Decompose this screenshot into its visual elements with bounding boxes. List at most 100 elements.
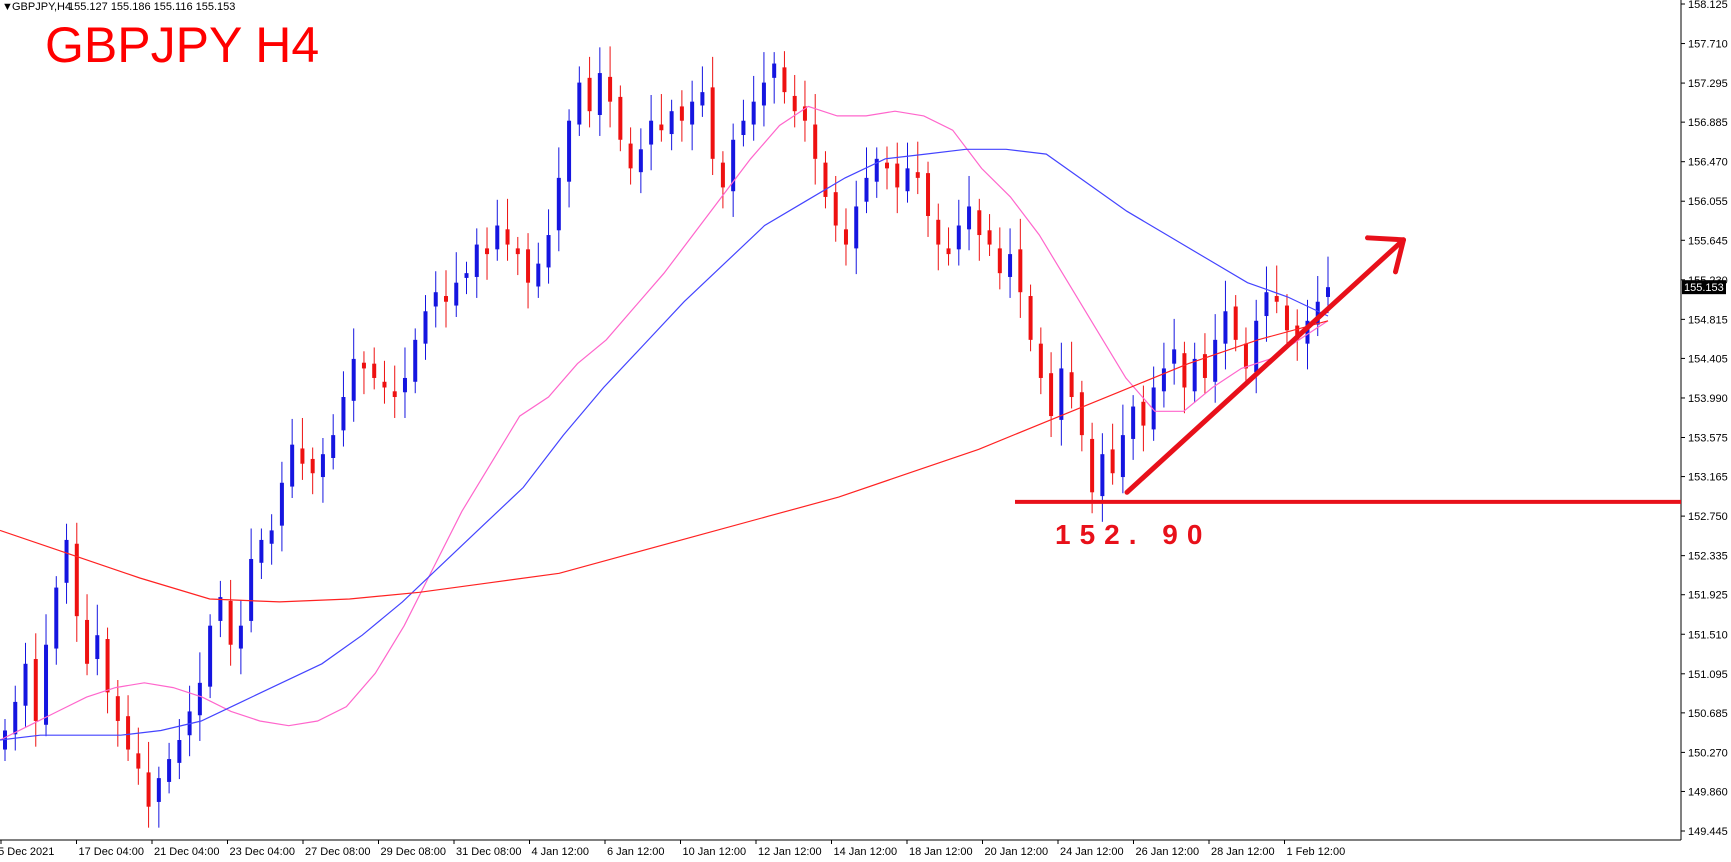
candle-body xyxy=(905,168,910,192)
candle-body xyxy=(618,96,623,140)
moving-averages xyxy=(0,105,1329,741)
candle-body xyxy=(1254,320,1259,373)
candle-body xyxy=(372,363,377,378)
candle-body xyxy=(977,210,982,236)
candle-body xyxy=(64,539,69,583)
candle-body xyxy=(895,163,900,188)
candle-body xyxy=(556,177,561,231)
candle-body xyxy=(669,111,674,135)
candle-body xyxy=(1223,311,1228,344)
candle-body xyxy=(926,173,931,216)
candle-body xyxy=(361,362,366,369)
candle-body xyxy=(74,543,79,617)
candle-body xyxy=(1172,349,1177,364)
candle-body xyxy=(331,435,336,458)
candle-body xyxy=(156,778,161,802)
candle-body xyxy=(1110,449,1115,474)
candle-body xyxy=(997,248,1002,274)
candle-body xyxy=(1326,287,1330,297)
candle-body xyxy=(833,192,838,226)
y-tick-label: 151.095 xyxy=(1688,669,1728,681)
candle-body xyxy=(1192,358,1197,392)
y-tick-label: 155.645 xyxy=(1688,235,1728,247)
candle-body xyxy=(1120,435,1125,478)
candle-body xyxy=(782,67,787,93)
candle-body xyxy=(526,249,531,283)
y-tick-label: 157.710 xyxy=(1688,39,1728,51)
chart-header-symbol: GBPJPY,H4 xyxy=(12,1,71,13)
candle-body xyxy=(946,248,951,255)
y-tick-label: 156.055 xyxy=(1688,196,1728,208)
candle-body xyxy=(13,701,18,735)
candle-body xyxy=(659,124,664,131)
y-tick-label: 151.925 xyxy=(1688,590,1728,602)
current-price-tag xyxy=(1682,280,1726,295)
x-axis: 15 Dec 2021 17 Dec 04:00 21 Dec 04:00 23 De… xyxy=(0,840,1345,858)
x-tick-label: 21 Dec 04:00 xyxy=(154,846,219,858)
chart-header-ohlc: 155.127 155.186 155.116 155.153 xyxy=(68,1,235,13)
candle-body xyxy=(936,219,941,245)
candle-body xyxy=(608,76,613,102)
candle-body xyxy=(1264,292,1269,317)
candle-body xyxy=(628,143,633,169)
x-tick-label: 15 Dec 2021 xyxy=(0,846,54,858)
candle-body xyxy=(1151,387,1156,430)
candle-body xyxy=(1131,406,1136,439)
candle-body xyxy=(751,101,756,125)
trend-arrow-icon xyxy=(1124,235,1406,495)
y-tick-label: 156.885 xyxy=(1688,117,1728,129)
candle-body xyxy=(843,229,848,245)
x-tick-label: 24 Jan 12:00 xyxy=(1060,846,1124,858)
candle-body xyxy=(515,248,520,255)
y-tick-label: 151.510 xyxy=(1688,629,1728,641)
support-level-label: 152. 90 xyxy=(1055,519,1211,550)
y-tick-label: 158.125 xyxy=(1688,0,1728,11)
candle-body xyxy=(1213,339,1218,382)
candle-body xyxy=(823,162,828,197)
candle-body xyxy=(433,292,438,307)
candle-body xyxy=(310,458,315,474)
candle-body xyxy=(956,225,961,250)
ma-mid-line xyxy=(0,148,1329,741)
candle-body xyxy=(300,448,305,464)
candle-body xyxy=(1202,354,1207,378)
chart-annotation-title: GBPJPY H4 xyxy=(45,17,319,73)
candle-body xyxy=(3,730,7,750)
candle-body xyxy=(1141,401,1146,426)
x-tick-label: 28 Jan 12:00 xyxy=(1211,846,1275,858)
candle-body xyxy=(351,358,356,401)
candle-body xyxy=(567,120,572,182)
candle-body xyxy=(577,82,582,125)
y-tick-label: 153.165 xyxy=(1688,472,1728,484)
candle-body xyxy=(1274,296,1279,302)
candle-body xyxy=(44,644,49,725)
x-tick-label: 4 Jan 12:00 xyxy=(532,846,590,858)
candle-body xyxy=(33,659,38,721)
x-tick-label: 18 Jan 12:00 xyxy=(909,846,973,858)
candle-body xyxy=(1233,306,1238,340)
candle-body xyxy=(720,162,725,188)
candle-body xyxy=(146,772,151,807)
candle-body xyxy=(967,206,972,230)
candle-body xyxy=(710,87,715,159)
candle-body xyxy=(444,296,448,302)
candle-body xyxy=(1079,392,1084,436)
candle-body xyxy=(115,696,120,721)
candle-body xyxy=(167,759,172,782)
chart-header-triangle-icon[interactable]: ▼ xyxy=(2,1,13,13)
x-tick-label: 23 Dec 04:00 xyxy=(230,846,295,858)
candle-body xyxy=(597,73,602,115)
candle-body xyxy=(854,206,859,249)
x-tick-label: 10 Jan 12:00 xyxy=(683,846,747,858)
candle-body xyxy=(1295,325,1300,340)
candle-body xyxy=(638,149,643,173)
candle-body xyxy=(546,235,551,268)
candle-body xyxy=(761,82,766,106)
candle-body xyxy=(792,95,797,112)
candle-body xyxy=(587,77,592,112)
candle-body xyxy=(987,230,992,245)
candle-body xyxy=(1182,353,1187,388)
ma-slow-line xyxy=(0,320,1329,603)
candle-body xyxy=(423,311,428,344)
